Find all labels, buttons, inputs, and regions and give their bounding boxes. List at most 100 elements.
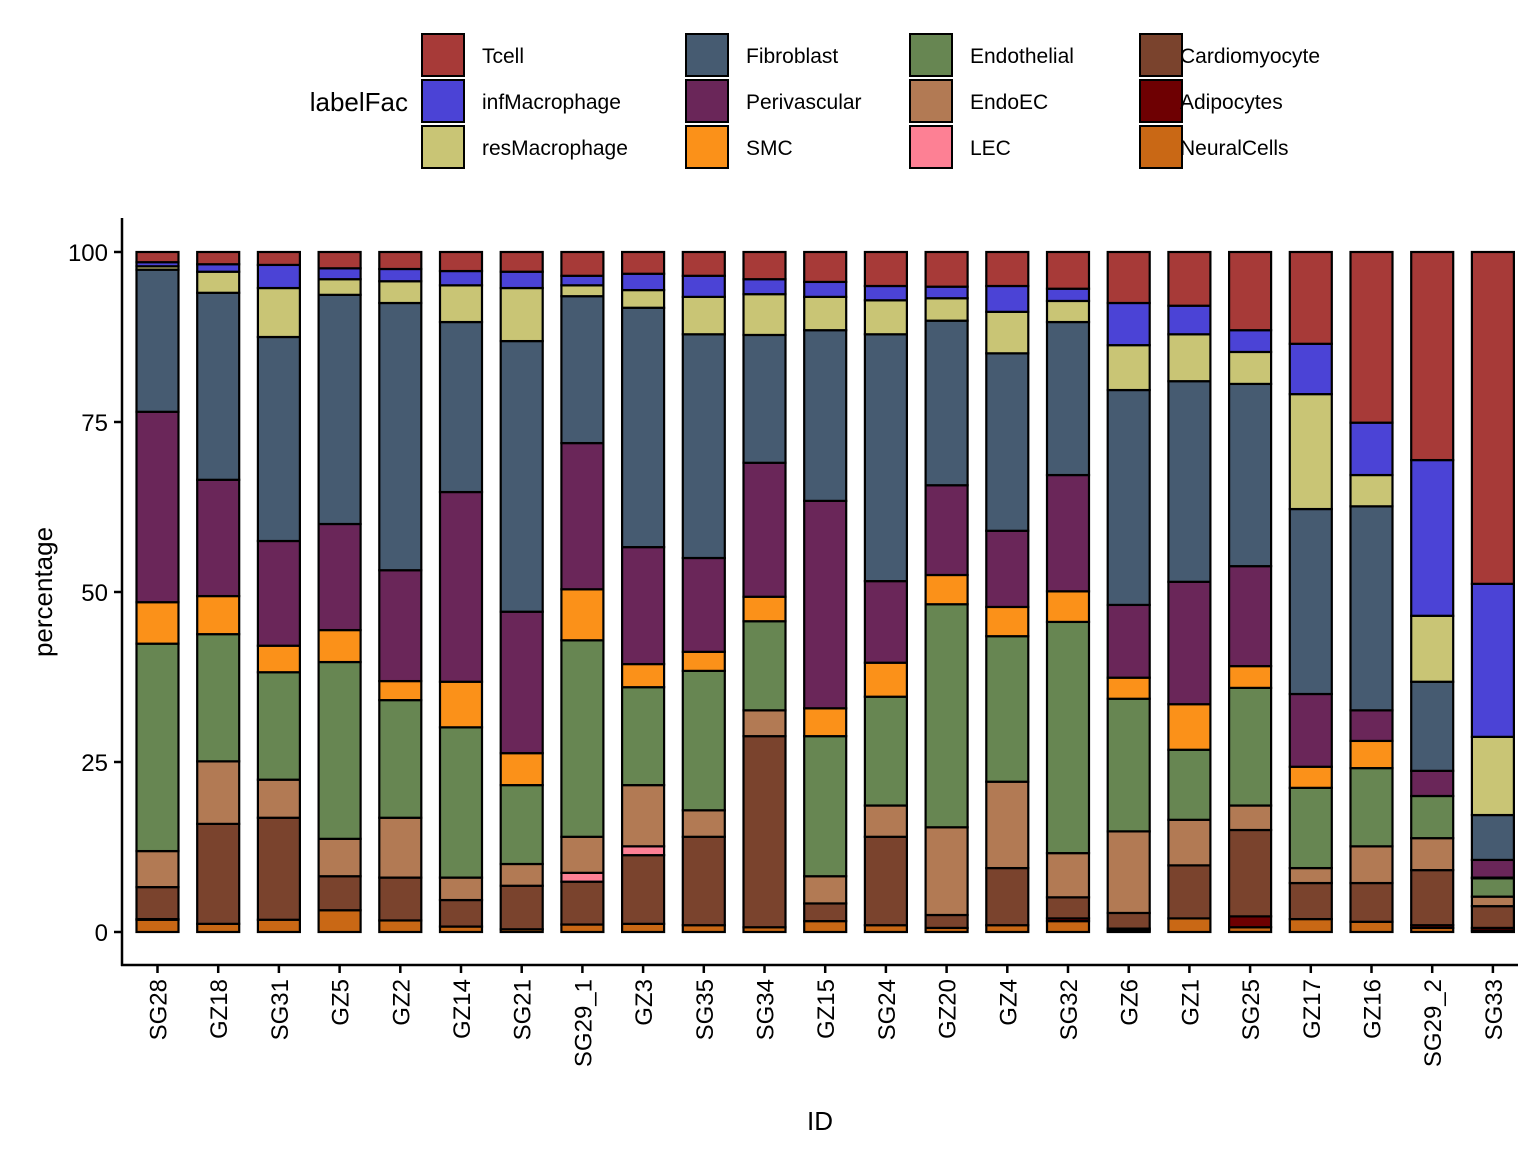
bar-gz16 [1349,250,1394,934]
bar-segment-infmacrophage [681,274,726,298]
bar-segment-lec [620,845,666,857]
bar-segment-resmacrophage [1045,299,1091,324]
bar-segment-endoec [1106,830,1151,915]
bar-segment-smc [1045,590,1091,624]
legend: labelFac Tcell infMacrophage resMacrophage… [310,33,1320,169]
bar-segment-cardiomyocyte [135,886,180,921]
bar-segment-smc [742,595,787,623]
bar-segment-resmacrophage [681,295,726,336]
bar-segment-smc [985,605,1030,638]
bar-gz5 [317,250,362,934]
bar-segment-tcell [438,250,484,273]
bar-segment-infmacrophage [742,278,787,296]
bar-segment-perivascular [924,484,969,577]
legend-swatch [909,125,953,169]
bar-segment-tcell [1349,250,1394,424]
bar-sg28 [135,250,180,934]
bar-segment-fibroblast [681,333,726,560]
legend-swatch [421,33,465,77]
bar-segment-tcell [1470,250,1516,585]
legend-item-tcell: Tcell [421,33,524,77]
bar-segment-tcell [135,250,180,264]
bar-segment-smc [438,680,484,729]
legend-swatch [421,79,465,123]
bar-segment-resmacrophage [924,297,969,322]
bar-segment-perivascular [681,556,726,653]
bar-segment-endoec [803,875,848,905]
bar-segment-infmacrophage [1167,304,1212,336]
bar-segment-cardiomyocyte [499,884,544,931]
bar-segment-cardiomyocyte [560,880,605,926]
bar-segment-smc [863,661,909,698]
bar-segment-infmacrophage [985,284,1030,313]
legend-swatch [1139,125,1183,169]
bar-segment-endoec [742,709,787,738]
bar-sg35 [681,250,726,934]
bar-segment-resmacrophage [499,286,544,343]
bar-segment-cardiomyocyte [438,898,484,928]
bar-segment-perivascular [1106,603,1151,679]
bar-sg24 [863,250,909,934]
bar-segment-perivascular [1410,769,1455,798]
bar-segment-perivascular [196,478,241,598]
legend-swatch [685,125,729,169]
bar-segment-infmacrophage [1349,421,1394,477]
bar-segment-fibroblast [985,352,1030,532]
legend-label: Perivascular [746,91,862,114]
bar-sg33 [1470,250,1516,934]
bar-segment-fibroblast [499,339,544,613]
bar-gz4 [985,250,1030,934]
bar-segment-endothelial [803,735,848,878]
bar-sg29-2 [1410,250,1455,934]
bar-segment-fibroblast [1349,505,1394,712]
bar-segment-infmacrophage [196,263,241,273]
bar-segment-endoec [317,837,362,878]
bar-gz6 [1106,250,1151,934]
bar-segment-perivascular [135,410,180,604]
bar-segment-tcell [620,250,666,275]
x-tick-label: GZ20 [935,979,962,1039]
bar-segment-cardiomyocyte [196,822,241,925]
bar-segment-neuralcells [196,922,241,934]
bar-segment-smc [256,644,301,674]
x-tick-label: SG29_1 [570,979,597,1067]
bar-segment-smc [924,573,969,606]
bar-sg34 [742,250,787,934]
bar-segment-endothelial [499,784,544,866]
bar-segment-resmacrophage [863,299,909,336]
bar-segment-cardiomyocyte [1410,869,1455,927]
bar-segment-resmacrophage [1106,344,1151,392]
bar-segment-perivascular [1045,473,1091,593]
bar-segment-infmacrophage [1045,287,1091,303]
bar-segment-endoec [560,835,605,874]
bar-segment-cardiomyocyte [1227,828,1273,918]
legend-swatch [1139,79,1183,123]
bar-segment-smc [681,650,726,672]
bar-segment-fibroblast [1470,813,1516,862]
bar-segment-cardiomyocyte [742,735,787,929]
bar-sg25 [1227,250,1273,934]
legend-item-neuralcells: NeuralCells [1139,125,1289,169]
x-tick-label: SG25 [1238,979,1265,1040]
bar-segment-infmacrophage [620,272,666,292]
bar-segment-resmacrophage [620,288,666,309]
bar-segment-fibroblast [135,268,180,413]
bar-segment-perivascular [985,529,1030,609]
y-tick-label: 75 [81,410,108,437]
bar-segment-endoec [1045,852,1091,899]
legend-label: infMacrophage [482,91,621,114]
bar-segment-cardiomyocyte [681,835,726,927]
y-tick-label: 50 [81,580,108,607]
bar-segment-endoec [985,780,1030,870]
bar-segment-endothelial [742,620,787,712]
legend-item-smc: SMC [685,125,793,169]
bar-segment-tcell [317,250,362,270]
bar-segment-endothelial [256,671,301,781]
legend-swatch [421,125,465,169]
x-tick-label: SG28 [146,979,173,1040]
bar-segment-cardiomyocyte [1045,896,1091,920]
bar-segment-cardiomyocyte [317,875,362,912]
bar-segment-infmacrophage [803,280,848,298]
bar-segment-endothelial [985,635,1030,783]
bar-segment-infmacrophage [1410,458,1455,617]
